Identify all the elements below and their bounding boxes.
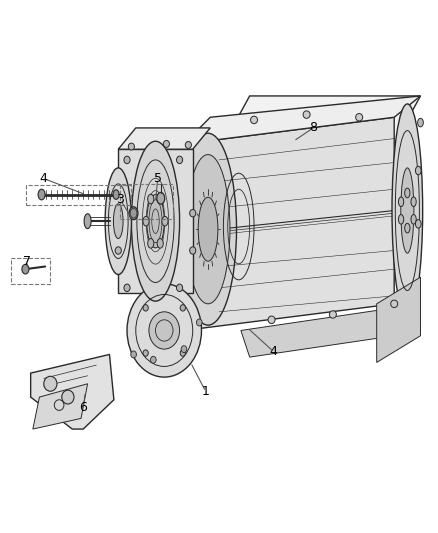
Text: 7: 7 — [23, 255, 31, 268]
Polygon shape — [118, 128, 210, 149]
Ellipse shape — [356, 114, 363, 121]
Polygon shape — [184, 96, 420, 144]
Ellipse shape — [411, 197, 416, 207]
Text: 8: 8 — [309, 122, 317, 134]
Ellipse shape — [157, 194, 163, 204]
Ellipse shape — [185, 142, 191, 148]
Ellipse shape — [129, 207, 138, 220]
Ellipse shape — [113, 190, 119, 199]
Ellipse shape — [196, 319, 202, 326]
Ellipse shape — [405, 188, 410, 198]
Ellipse shape — [399, 214, 404, 224]
Ellipse shape — [417, 118, 423, 127]
Ellipse shape — [143, 350, 148, 356]
Ellipse shape — [127, 284, 201, 377]
Ellipse shape — [329, 311, 336, 318]
Ellipse shape — [198, 197, 218, 261]
Ellipse shape — [415, 220, 421, 228]
Ellipse shape — [391, 300, 398, 308]
Ellipse shape — [190, 247, 196, 254]
Ellipse shape — [399, 197, 404, 207]
Ellipse shape — [84, 214, 91, 229]
Ellipse shape — [251, 116, 258, 124]
Ellipse shape — [411, 214, 416, 224]
Text: 4: 4 — [40, 172, 48, 185]
Ellipse shape — [163, 141, 170, 147]
Text: 1: 1 — [202, 385, 210, 398]
Polygon shape — [33, 384, 88, 429]
Ellipse shape — [157, 192, 165, 204]
Polygon shape — [31, 354, 114, 429]
Ellipse shape — [186, 155, 230, 304]
Ellipse shape — [162, 216, 168, 226]
Ellipse shape — [148, 239, 154, 248]
Ellipse shape — [268, 316, 275, 324]
Ellipse shape — [181, 346, 187, 353]
Ellipse shape — [392, 104, 423, 317]
Ellipse shape — [128, 143, 134, 150]
Ellipse shape — [157, 239, 163, 248]
Polygon shape — [223, 96, 420, 144]
Polygon shape — [184, 117, 394, 330]
Text: 5: 5 — [154, 172, 162, 185]
Ellipse shape — [22, 264, 29, 274]
Ellipse shape — [124, 156, 130, 164]
Text: 3: 3 — [117, 193, 124, 206]
Ellipse shape — [143, 305, 148, 311]
Ellipse shape — [124, 284, 130, 292]
Ellipse shape — [405, 223, 410, 233]
Polygon shape — [241, 309, 394, 357]
Ellipse shape — [177, 156, 183, 164]
Ellipse shape — [148, 194, 154, 204]
Ellipse shape — [180, 350, 185, 356]
Ellipse shape — [415, 166, 421, 175]
Ellipse shape — [147, 195, 164, 248]
Ellipse shape — [38, 189, 45, 200]
Ellipse shape — [401, 168, 414, 253]
Ellipse shape — [131, 141, 180, 301]
Text: 4: 4 — [270, 345, 278, 358]
Ellipse shape — [44, 376, 57, 391]
Ellipse shape — [149, 312, 180, 349]
Ellipse shape — [180, 133, 237, 325]
Ellipse shape — [105, 168, 131, 274]
Ellipse shape — [180, 305, 185, 311]
Ellipse shape — [62, 390, 74, 404]
Ellipse shape — [177, 284, 183, 292]
Polygon shape — [118, 149, 193, 293]
Ellipse shape — [303, 111, 310, 118]
Ellipse shape — [131, 351, 137, 358]
Ellipse shape — [190, 209, 196, 217]
Ellipse shape — [113, 204, 123, 239]
Ellipse shape — [150, 357, 156, 364]
Text: 6: 6 — [79, 401, 87, 414]
Ellipse shape — [143, 216, 149, 226]
Polygon shape — [377, 277, 420, 362]
Ellipse shape — [115, 247, 121, 254]
